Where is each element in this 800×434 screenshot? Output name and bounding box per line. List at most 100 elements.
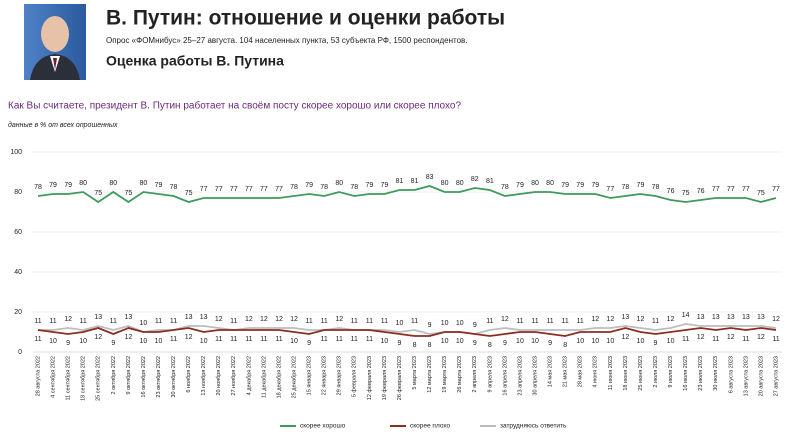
data-label: 11 xyxy=(260,336,267,343)
x-tick-label: 5 марта 2023 xyxy=(412,356,418,390)
data-label: 9 xyxy=(307,340,311,347)
data-label: 14 xyxy=(682,312,690,319)
data-label: 13 xyxy=(697,314,705,321)
data-label: 12 xyxy=(606,316,614,323)
data-label: 78 xyxy=(320,184,328,191)
data-label: 8 xyxy=(413,342,417,349)
title: В. Путин: отношение и оценки работы xyxy=(106,7,505,30)
data-label: 11 xyxy=(366,336,373,343)
data-label: 10 xyxy=(79,338,87,345)
data-label: 12 xyxy=(772,316,780,323)
data-label: 11 xyxy=(366,318,373,325)
data-label: 10 xyxy=(667,338,675,345)
x-tick-label: 30 июля 2023 xyxy=(713,356,719,391)
x-tick-label: 30 апреля 2023 xyxy=(532,356,538,396)
x-tick-label: 28 мая 2023 xyxy=(578,356,584,387)
data-label: 81 xyxy=(486,178,494,185)
data-label: 10 xyxy=(516,338,524,345)
data-label: 77 xyxy=(606,186,614,193)
data-label: 11 xyxy=(546,318,553,325)
data-label: 12 xyxy=(94,334,102,341)
data-label: 11 xyxy=(321,318,328,325)
data-label: 10 xyxy=(606,338,614,345)
data-label: 10 xyxy=(396,320,404,327)
data-label: 9 xyxy=(111,340,115,347)
data-label: 11 xyxy=(351,336,358,343)
x-tick-label: 13 ноября 2022 xyxy=(201,356,207,396)
x-tick-label: 11 сентября 2022 xyxy=(66,356,72,400)
x-tick-label: 13 августа 2023 xyxy=(743,356,749,396)
data-label: 79 xyxy=(305,182,313,189)
data-label: 12 xyxy=(64,316,72,323)
data-label: 10 xyxy=(456,320,464,327)
data-label: 9 xyxy=(548,340,552,347)
data-label: 11 xyxy=(110,318,117,325)
question: Как Вы считаете, президент В. Путин рабо… xyxy=(8,100,461,112)
data-label: 12 xyxy=(290,316,298,323)
data-label: 13 xyxy=(727,314,735,321)
data-label: 12 xyxy=(697,334,705,341)
legend-label: скорее хорошо xyxy=(300,423,346,430)
data-label: 76 xyxy=(697,188,705,195)
data-label: 79 xyxy=(516,182,524,189)
data-label: 11 xyxy=(516,318,523,325)
data-label: 79 xyxy=(365,182,373,189)
data-label: 13 xyxy=(185,314,193,321)
data-label: 11 xyxy=(772,336,779,343)
y-tick-label: 40 xyxy=(14,269,22,276)
x-tick-label: 2 октября 2022 xyxy=(111,356,117,395)
data-label: 12 xyxy=(621,334,629,341)
data-label: 79 xyxy=(381,182,389,189)
data-label: 11 xyxy=(742,336,749,343)
data-label: 13 xyxy=(124,314,132,321)
x-tick-label: 18 сентября 2022 xyxy=(81,356,87,401)
data-label: 13 xyxy=(200,314,208,321)
data-label: 10 xyxy=(531,338,539,345)
data-label: 10 xyxy=(290,338,298,345)
data-label: 13 xyxy=(621,314,629,321)
x-tick-label: 20 ноября 2022 xyxy=(216,356,222,396)
data-label: 11 xyxy=(215,336,222,343)
x-tick-label: 5 февраля 2023 xyxy=(352,356,358,397)
data-label: 11 xyxy=(321,336,328,343)
x-tick-label: 14 мая 2023 xyxy=(548,356,554,387)
x-tick-label: 11 декабря 2022 xyxy=(261,356,267,398)
x-tick-label: 16 июля 2023 xyxy=(683,356,689,391)
x-tick-label: 12 марта 2023 xyxy=(427,356,433,393)
x-tick-label: 25 сентября 2022 xyxy=(96,356,102,401)
x-tick-label: 6 ноября 2022 xyxy=(186,356,192,393)
x-tick-label: 2 апреля 2023 xyxy=(472,356,478,393)
data-label: 10 xyxy=(456,338,464,345)
data-label: 78 xyxy=(290,184,298,191)
y-tick-label: 20 xyxy=(14,309,22,316)
data-label: 78 xyxy=(501,184,509,191)
x-tick-label: 18 декабря 2022 xyxy=(276,356,282,398)
data-label: 79 xyxy=(591,182,599,189)
data-label: 10 xyxy=(441,320,449,327)
x-tick-label: 23 июля 2023 xyxy=(698,356,704,391)
x-tick-label: 22 января 2023 xyxy=(322,356,328,395)
data-label: 75 xyxy=(94,190,102,197)
data-label: 12 xyxy=(637,316,645,323)
data-label: 81 xyxy=(396,178,404,185)
x-tick-label: 9 апреля 2023 xyxy=(487,356,493,393)
data-label: 79 xyxy=(637,182,645,189)
x-tick-label: 4 июня 2023 xyxy=(593,356,599,388)
x-tick-label: 23 апреля 2023 xyxy=(517,356,523,396)
data-label: 79 xyxy=(155,182,163,189)
data-label: 11 xyxy=(170,336,177,343)
data-label: 10 xyxy=(200,338,208,345)
y-tick-label: 80 xyxy=(14,189,22,196)
data-label: 12 xyxy=(591,316,599,323)
series-line xyxy=(37,185,777,204)
data-label: 9 xyxy=(473,340,477,347)
data-label: 79 xyxy=(64,182,72,189)
data-label: 11 xyxy=(336,336,343,343)
data-label: 77 xyxy=(200,186,208,193)
data-label: 80 xyxy=(79,180,87,187)
data-label: 10 xyxy=(441,338,449,345)
series-line xyxy=(38,323,777,335)
data-label: 12 xyxy=(215,316,223,323)
data-label: 12 xyxy=(757,334,765,341)
x-tick-label: 18 июня 2023 xyxy=(623,356,629,391)
